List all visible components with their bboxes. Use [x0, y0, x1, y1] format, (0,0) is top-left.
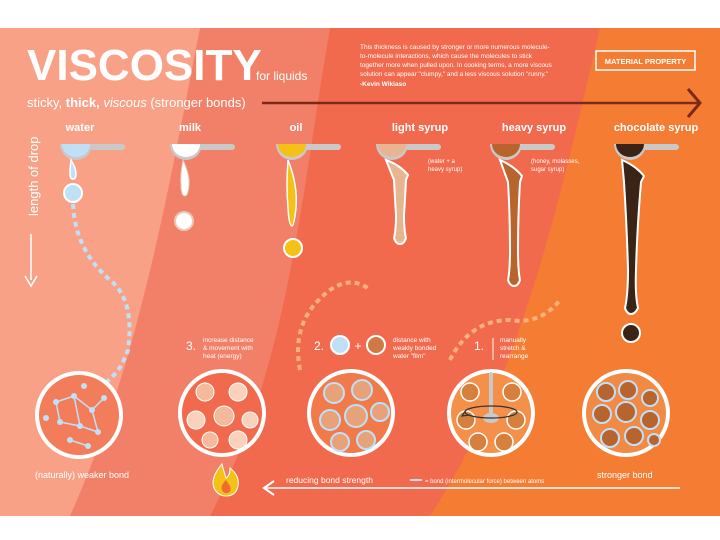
spoon-stir-handle — [489, 372, 493, 416]
drip-oil — [283, 159, 303, 258]
liquid-label-chocolate-syrup: chocolate syrup — [614, 122, 699, 134]
quote-line: to-molecule interactions, which cause th… — [360, 53, 533, 60]
flame-icon — [212, 462, 239, 497]
drop-chocolate-syrup — [621, 323, 641, 343]
heavy-syrup-note-line: sugar syrup) — [531, 167, 564, 173]
molecule-circle-strong — [582, 369, 670, 457]
bond-legend-label: = bond (intermolecular force) between at… — [425, 479, 544, 485]
syrup-molecule-icon — [366, 335, 386, 355]
reducing-bond-arrowhead — [262, 480, 275, 496]
spoon-milk — [170, 144, 235, 160]
weaker-bond-label: (naturally) weaker bond — [35, 470, 129, 480]
molecule-circle-weak — [35, 371, 123, 459]
material-property-badge — [595, 50, 696, 71]
quote-block: This thickness is caused by stronger or … — [360, 44, 553, 88]
drip-heavy-syrup — [498, 158, 524, 288]
drop-water — [63, 183, 83, 203]
reducing-bond-label: reducing bond strength — [286, 475, 373, 485]
spoon-group — [60, 144, 679, 160]
heavy-syrup-note-line: (honey, molasses, — [531, 159, 580, 165]
liquid-label-milk: milk — [179, 122, 202, 134]
liquid-label-light-syrup: light syrup — [392, 122, 449, 134]
quote-author: -Kevin Wikiaso — [360, 81, 406, 88]
light-syrup-note-line: (water + a — [428, 159, 456, 165]
water-in-spoon — [62, 144, 90, 157]
drop-milk — [174, 211, 194, 231]
step-2-number: 2. — [314, 339, 324, 353]
light-syrup-note-line: heavy syrup) — [428, 167, 462, 173]
material-property-label: MATERIAL PROPERTY — [605, 57, 686, 66]
step-2-text-line: distance with — [393, 337, 431, 344]
molecule-circle-stretched — [447, 369, 535, 457]
viscosity-scale-label: sticky, thick, viscous (stronger bonds) — [27, 95, 246, 110]
quote-line: together more when pulled upon. In cooki… — [360, 62, 553, 69]
page-subtitle: for liquids — [256, 69, 307, 83]
stronger-bond-label: stronger bond — [597, 470, 653, 480]
liquid-label-heavy-syrup: heavy syrup — [502, 122, 566, 134]
water-connector-dashed — [71, 203, 132, 392]
spoon-heavy-syrup — [490, 144, 555, 160]
step-3-number: 3. — [186, 339, 196, 353]
drip-milk — [174, 158, 194, 231]
step-1-text-line: manually — [500, 337, 527, 344]
step-connector-dashed — [296, 280, 372, 371]
liquid-label-oil: oil — [290, 122, 303, 134]
length-of-drop-arrowhead — [24, 275, 38, 288]
molecule-circle-heated — [178, 369, 266, 457]
quote-line: solution can appear "clumpy," and a less… — [360, 71, 549, 78]
step-connector-dashed — [448, 298, 562, 361]
step-2-text-line: water "film" — [392, 353, 426, 360]
water-molecule-icon — [330, 335, 350, 355]
spoon-chocolate-syrup — [614, 144, 679, 160]
molecule-circle-film — [307, 369, 395, 457]
step-3-text-line: & movement with — [203, 345, 253, 352]
drop-oil — [283, 238, 303, 258]
spoon-light-syrup — [376, 144, 441, 160]
spoon-water — [60, 144, 125, 160]
bond-legend-swatch — [410, 479, 422, 481]
step-1-text-line: stretch & — [500, 345, 526, 352]
bottom-margin — [0, 516, 720, 540]
length-of-drop-label: length of drop — [26, 136, 41, 216]
drip-light-syrup — [384, 158, 410, 246]
step-3-text-line: heat (energy) — [203, 353, 242, 360]
quote-line: This thickness is caused by stronger or … — [360, 44, 550, 51]
liquid-label-water: water — [65, 122, 95, 134]
drip-chocolate-syrup — [620, 158, 646, 343]
step-2-text-line: weakly bonded — [392, 345, 437, 352]
step-3-text-line: increase distance — [203, 337, 254, 344]
step-1-text-line: rearrange — [500, 353, 529, 360]
page-title: VISCOSITY — [27, 41, 262, 90]
step-1-number: 1. — [474, 339, 484, 353]
plus-icon: + — [354, 339, 361, 353]
drip-water — [63, 157, 83, 203]
viscosity-scale-arrowhead — [686, 88, 702, 118]
spoon-oil — [276, 144, 341, 160]
